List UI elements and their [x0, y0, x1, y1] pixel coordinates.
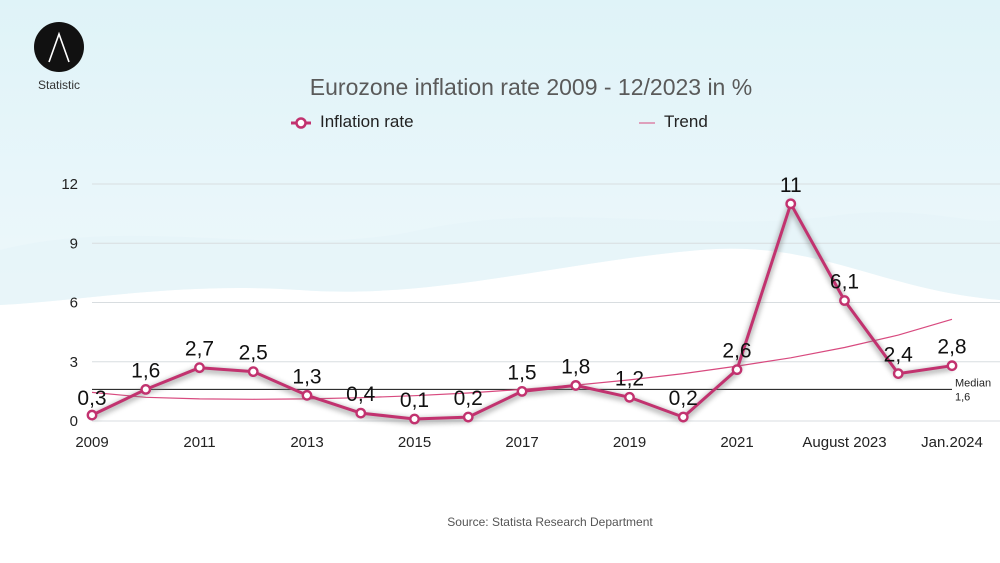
y-tick-label: 9: [70, 235, 78, 252]
inflation-point: [624, 391, 635, 403]
x-tick-label: 2015: [398, 434, 431, 451]
inflation-point: [140, 383, 152, 395]
legend-label-inflation: Inflation rate: [320, 112, 414, 131]
inflation-point: [731, 364, 743, 376]
mountain-icon: [48, 31, 70, 63]
inflation-point: [194, 362, 205, 374]
median-value-label: 1,6: [955, 391, 970, 403]
data-label: 1,6: [131, 359, 160, 382]
data-label: 1,8: [561, 355, 590, 378]
chart-title: Eurozone inflation rate 2009 - 12/2023 i…: [309, 74, 753, 100]
data-label: 0,2: [669, 387, 698, 410]
x-tick-label: Jan.2024: [921, 434, 983, 451]
inflation-point: [677, 411, 689, 423]
data-label: 0,1: [400, 389, 429, 412]
x-tick-label: 2013: [290, 434, 323, 451]
data-label: 2,4: [884, 344, 914, 367]
inflation-point: [462, 411, 474, 423]
legend-marker-trend: [639, 122, 655, 124]
legend-marker-inflation: [291, 116, 311, 129]
data-label: 2,5: [239, 342, 268, 365]
data-label: 11: [780, 174, 802, 197]
inflation-point: [892, 368, 904, 379]
data-label: 2,8: [937, 336, 966, 359]
inflation-point: [785, 198, 797, 210]
legend-item-trend: Trend: [638, 112, 708, 132]
data-label: 0,2: [454, 387, 483, 410]
legend-item-inflation: Inflation rate: [290, 112, 414, 132]
inflation-point: [301, 389, 313, 401]
inflation-point: [946, 360, 958, 372]
inflation-point: [355, 407, 367, 419]
brand-name: Statistic: [37, 78, 80, 92]
median-label: Median: [955, 377, 991, 389]
x-tick-label: 2021: [720, 434, 753, 451]
data-label: 0,3: [77, 387, 106, 410]
x-tick-label: 2009: [75, 434, 108, 451]
data-label: 6,1: [830, 271, 859, 294]
x-tick-label: August 2023: [802, 434, 886, 451]
y-tick-label: 6: [70, 295, 78, 312]
inflation-point: [409, 413, 420, 425]
y-tick-label: 3: [70, 354, 78, 371]
x-tick-label: 2017: [505, 434, 538, 451]
y-tick-label: 0: [70, 413, 78, 430]
data-label: 1,5: [507, 361, 536, 384]
data-label: 2,6: [722, 340, 751, 363]
x-tick-label: 2019: [613, 434, 646, 451]
data-label: 0,4: [346, 383, 376, 406]
brand-logo: [34, 22, 84, 72]
inflation-point: [86, 409, 98, 421]
source-note: Source: Statista Research Department: [447, 515, 653, 529]
data-label: 2,7: [185, 338, 214, 361]
inflation-point: [247, 366, 259, 378]
inflation-point: [839, 295, 850, 306]
inflation-point: [570, 380, 582, 391]
data-label: 1,2: [615, 367, 644, 390]
inflation-point: [516, 385, 528, 397]
legend-label-trend: Trend: [664, 112, 708, 131]
data-label: 1,3: [292, 365, 321, 388]
x-tick-label: 2011: [183, 434, 215, 451]
y-tick-label: 12: [61, 176, 78, 193]
